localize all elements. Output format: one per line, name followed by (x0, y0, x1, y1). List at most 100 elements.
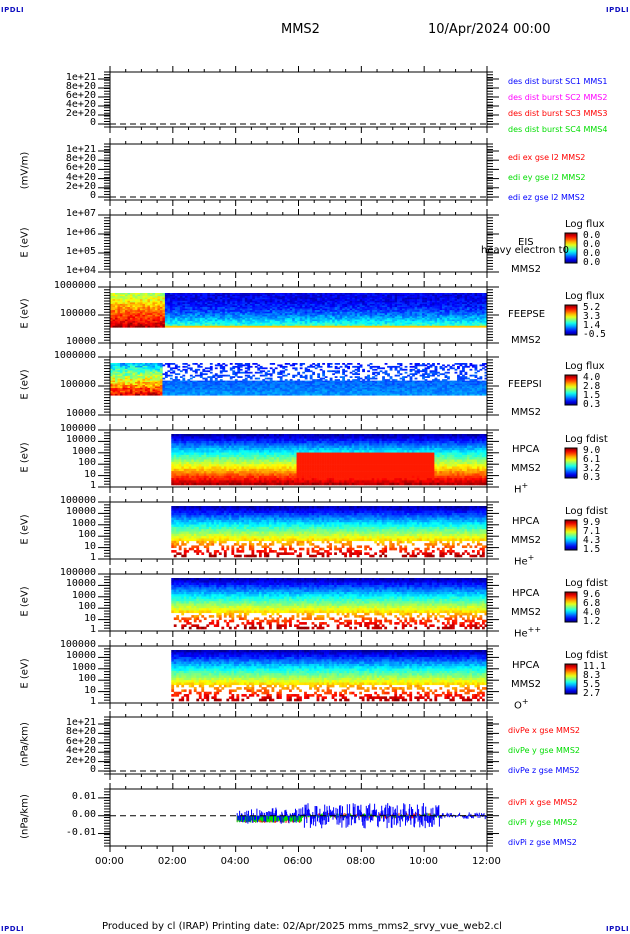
heatmap-cell (349, 316, 353, 319)
heatmap-cell (164, 322, 168, 325)
heatmap-cell (279, 317, 283, 320)
heatmap-cell (174, 393, 178, 396)
heatmap-cell (134, 324, 138, 327)
heatmap-cell (247, 308, 251, 311)
heatmap-cell (264, 317, 268, 320)
heatmap-cell (324, 310, 328, 313)
heatmap-cell (154, 296, 158, 298)
heatmap-cell (239, 325, 243, 328)
heatmap-cell (209, 393, 213, 396)
heatmap-cell (322, 314, 326, 317)
heatmap-cell (127, 307, 131, 309)
heatmap-cell (257, 324, 261, 327)
heatmap-cell (364, 321, 368, 323)
heatmap-cell (179, 317, 183, 320)
heatmap-cell (110, 313, 113, 316)
heatmap-cell (292, 307, 296, 309)
heatmap-cell (239, 368, 243, 371)
heatmap-cell (252, 317, 256, 320)
heatmap-cell (192, 305, 196, 308)
heatmap-cell (222, 324, 226, 327)
heatmap-cell (227, 303, 231, 306)
heatmap-cell (222, 314, 226, 317)
heatmap-cell (207, 393, 211, 396)
heatmap-cell (274, 317, 278, 320)
heatmap-cell (179, 299, 183, 302)
heatmap-cell (167, 303, 171, 306)
heatmap-cell (354, 322, 358, 325)
heatmap-cell (174, 321, 178, 323)
heatmap-cell (364, 303, 368, 306)
heatmap-cell (137, 324, 141, 327)
heatmap-cell (264, 367, 268, 370)
heatmap-cell (292, 313, 296, 316)
heatmap-cell (297, 300, 301, 303)
heatmap-cell (110, 324, 113, 327)
heatmap-cell (302, 308, 306, 311)
heatmap-cell (137, 393, 141, 396)
heatmap-cell (110, 297, 113, 300)
heatmap-cell (169, 294, 173, 297)
heatmap-cell (339, 296, 343, 298)
heatmap-cell (329, 305, 333, 308)
heatmap-cell (362, 314, 365, 317)
heatmap-cell (202, 297, 206, 300)
heatmap-cell (329, 324, 333, 327)
heatmap-cell (302, 317, 306, 320)
heatmap-cell (204, 316, 208, 319)
heatmap-cell (242, 325, 246, 328)
heatmap-cell (337, 321, 340, 323)
heatmap-cell (157, 311, 161, 314)
heatmap-cell (339, 302, 343, 305)
heatmap-cell (252, 297, 256, 300)
heatmap-cell (162, 364, 166, 367)
heatmap-cell (444, 325, 448, 328)
heatmap-cell (244, 393, 248, 396)
heatmap-cell (227, 305, 231, 308)
heatmap-cell (304, 293, 308, 295)
heatmap-cell (267, 294, 271, 297)
heatmap-cell (292, 299, 296, 302)
heatmap-cell (339, 310, 343, 313)
heatmap-cell (214, 319, 218, 322)
heatmap-cell (229, 305, 233, 308)
heatmap-cell (384, 316, 388, 319)
heatmap-cell (369, 302, 373, 305)
heatmap-cell (110, 308, 113, 311)
heatmap-cell (267, 305, 271, 308)
heatmap-cell (197, 299, 201, 302)
heatmap-cell (164, 311, 168, 314)
heatmap-cell (282, 307, 286, 309)
heatmap-cell (272, 294, 276, 297)
heatmap-cell (247, 302, 251, 305)
heatmap-cell (162, 325, 166, 328)
heatmap-cell (187, 310, 191, 313)
heatmap-cell (334, 294, 338, 297)
heatmap-cell (312, 307, 316, 309)
heatmap-cell (304, 316, 308, 319)
heatmap-cell (157, 293, 161, 295)
heatmap-cell (349, 305, 353, 308)
heatmap-cell (117, 307, 121, 309)
heatmap-cell (217, 296, 221, 298)
heatmap-cell (142, 305, 146, 308)
heatmap-cell (379, 299, 383, 302)
heatmap-cell (294, 374, 298, 377)
heatmap-cell (217, 314, 221, 317)
heatmap-cell (237, 322, 241, 325)
heatmap-cell (374, 308, 378, 311)
heatmap-cell (319, 314, 323, 317)
heatmap-cell (282, 303, 286, 306)
heatmap-cell (172, 296, 176, 298)
heatmap-cell (242, 317, 246, 320)
heatmap-cell (237, 299, 241, 302)
heatmap-cell (324, 305, 328, 308)
heatmap-cell (169, 303, 173, 306)
heatmap-cell (177, 314, 181, 317)
heatmap-cell (327, 305, 331, 308)
heatmap-cell (382, 311, 385, 314)
heatmap-cell (272, 297, 276, 300)
heatmap-cell (112, 310, 116, 313)
heatmap-cell (207, 311, 211, 314)
heatmap-cell (229, 299, 233, 302)
